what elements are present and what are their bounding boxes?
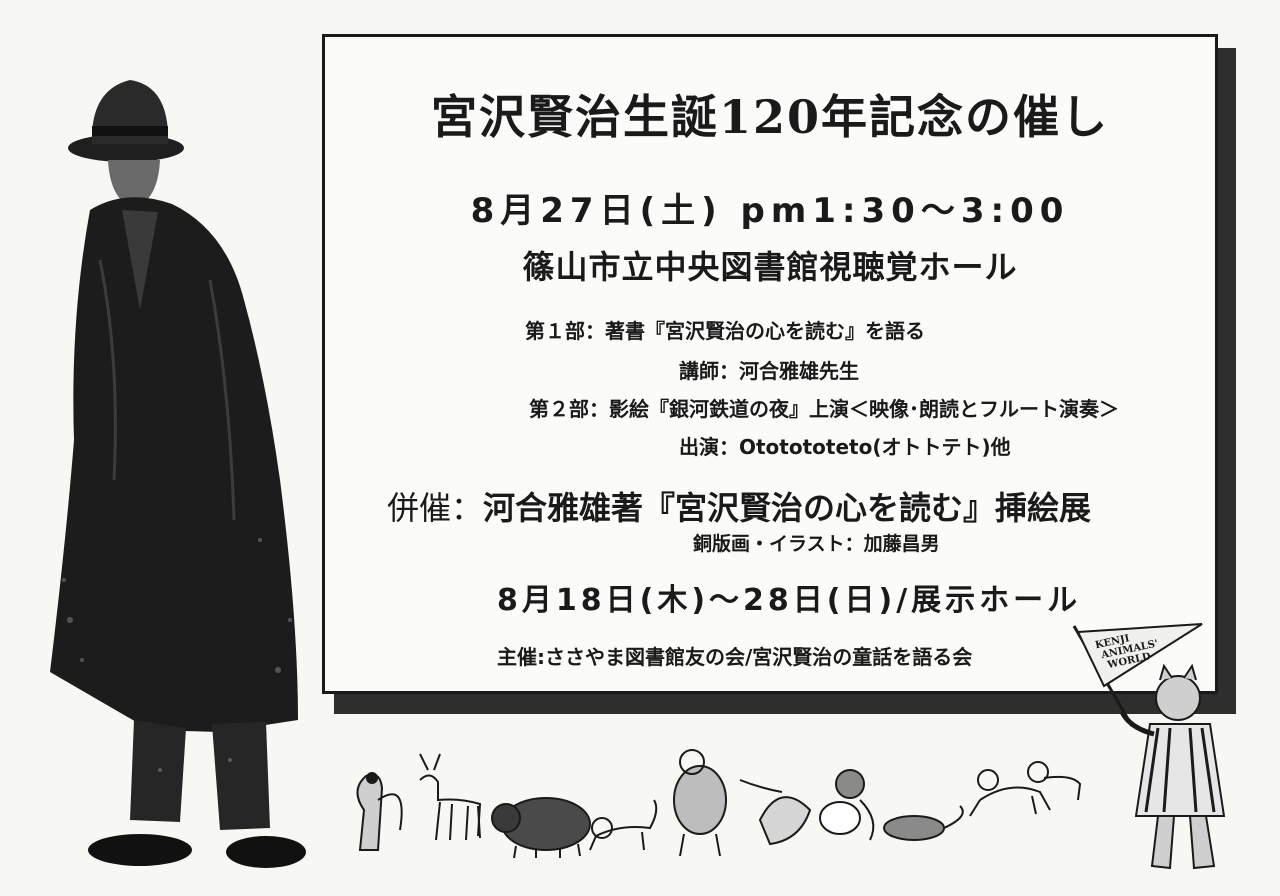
dogs-icon <box>969 761 1082 817</box>
event-venue: 篠山市立中央図書館視聴覚ホール <box>522 248 1018 286</box>
animals-illustration-row <box>356 749 1082 859</box>
cosponsor-label: 併催： <box>387 489 484 527</box>
program-part-1: 第１部：著書『宮沢賢治の心を読む』を語る <box>525 319 925 343</box>
cosponsored-exhibit: 併催：河合雅雄著『宮沢賢治の心を読む』挿絵展 <box>387 483 1091 529</box>
bird-icon <box>739 779 812 846</box>
pennant-flag <box>1076 623 1203 688</box>
deer-icon <box>419 753 482 841</box>
organizer: 主催:ささやま図書館友の会/宮沢賢治の童話を語る会 <box>497 645 973 669</box>
frog-icon <box>673 749 727 857</box>
rat-icon <box>883 805 964 841</box>
exhibit-artist: 銅版画・イラスト：加藤昌男 <box>693 533 940 555</box>
event-date-time: 8月27日(土) pm1:30〜3:00 <box>470 191 1070 231</box>
cosponsor-event: 河合雅雄著『宮沢賢治の心を読む』挿絵展 <box>483 489 1092 527</box>
dog-icon <box>589 799 658 851</box>
program-lecturer: 講師：河合雅雄先生 <box>679 359 859 383</box>
man-in-coat-illustration <box>50 80 306 868</box>
bear-icon <box>491 797 591 859</box>
squirrel-icon <box>356 772 403 851</box>
raccoon-icon <box>819 769 875 841</box>
cat-with-pennant-illustration: KENJIANIMALS'WORLD <box>1072 623 1226 870</box>
program-performers: 出演：Ototototeto(オトトテト)他 <box>679 435 1011 459</box>
notice-frame: 宮沢賢治生誕120年記念の催し 8月27日(土) pm1:30〜3:00 篠山市… <box>322 34 1218 694</box>
program-part-2: 第２部：影絵『銀河鉄道の夜』上演＜映像･朗読とフルート演奏＞ <box>529 397 1119 421</box>
event-title: 宮沢賢治生誕120年記念の催し <box>430 90 1110 144</box>
exhibit-dates-venue: 8月18日(木)〜28日(日)/展示ホール <box>497 583 1082 618</box>
